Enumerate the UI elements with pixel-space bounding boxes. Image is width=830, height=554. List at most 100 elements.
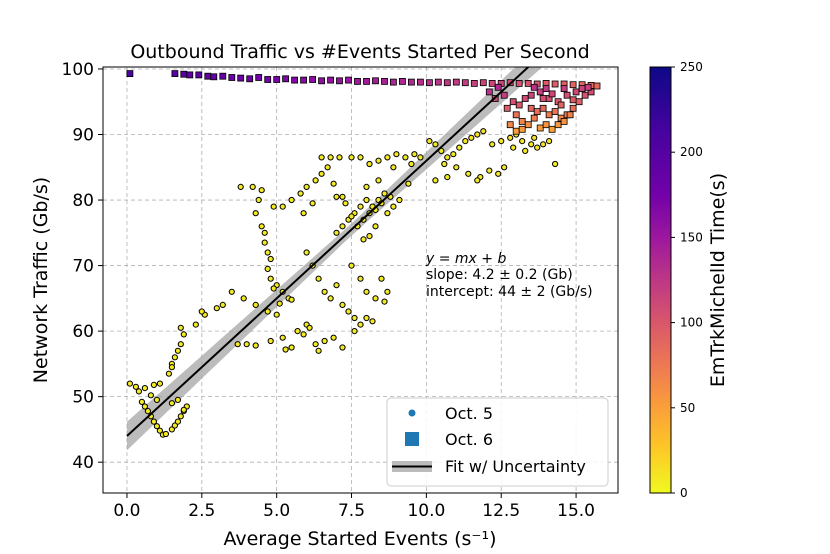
legend-marker-oct-5 — [408, 409, 416, 417]
point-oct-5 — [363, 183, 370, 190]
point-oct-5 — [375, 177, 382, 184]
point-oct-5 — [384, 288, 391, 295]
point-oct-6 — [237, 74, 245, 82]
point-oct-5 — [273, 311, 280, 318]
point-oct-6 — [554, 121, 562, 129]
point-oct-6 — [569, 104, 577, 112]
point-oct-6 — [372, 77, 379, 85]
point-oct-5 — [441, 160, 448, 168]
point-oct-5 — [258, 223, 265, 230]
colorbar-tick-label: 150 — [680, 230, 703, 244]
point-oct-5 — [360, 236, 367, 243]
point-oct-5 — [396, 196, 403, 204]
point-oct-5 — [264, 249, 271, 256]
legend-label-fit: Fit w/ Uncertainty — [445, 457, 586, 476]
point-oct-5 — [219, 301, 226, 308]
point-oct-5 — [300, 210, 307, 217]
point-oct-5 — [339, 223, 346, 230]
point-oct-5 — [498, 138, 505, 145]
colorbar-tick-label: 0 — [680, 486, 688, 500]
point-oct-5 — [309, 200, 316, 207]
legend: Oct. 5 Oct. 6 Fit w/ Uncertainty — [386, 397, 609, 487]
point-oct-5 — [156, 427, 163, 434]
point-oct-5 — [378, 275, 385, 282]
point-oct-6 — [536, 88, 544, 96]
point-oct-5 — [153, 423, 160, 430]
x-tick-label: 15.0 — [557, 501, 595, 521]
point-oct-5 — [177, 341, 184, 348]
point-oct-5 — [534, 144, 541, 151]
point-oct-6 — [291, 76, 299, 84]
point-oct-5 — [312, 177, 319, 184]
point-oct-5 — [531, 134, 538, 141]
point-oct-6 — [264, 76, 272, 83]
point-oct-6 — [186, 71, 194, 79]
point-oct-6 — [569, 96, 577, 104]
point-oct-5 — [501, 164, 508, 171]
colorbar-tick-label: 100 — [680, 316, 703, 330]
point-oct-5 — [450, 151, 457, 158]
x-tick-label: 0.0 — [113, 501, 140, 521]
point-oct-5 — [336, 154, 343, 161]
fit-line — [126, 67, 530, 437]
point-oct-5 — [156, 380, 163, 387]
point-oct-6 — [551, 80, 559, 88]
point-oct-6 — [488, 80, 496, 87]
point-oct-5 — [363, 314, 370, 322]
point-oct-5 — [174, 418, 181, 425]
point-oct-5 — [465, 170, 472, 177]
point-oct-5 — [522, 147, 529, 154]
chart-title: Outbound Traffic vs #Events Started Per … — [130, 41, 589, 63]
point-oct-5 — [342, 200, 349, 207]
point-oct-5 — [318, 170, 325, 177]
point-oct-5 — [135, 388, 142, 395]
point-oct-5 — [261, 229, 268, 236]
point-oct-5 — [132, 383, 139, 390]
point-oct-5 — [264, 308, 271, 315]
x-tick-label: 5.0 — [263, 501, 290, 521]
point-oct-5 — [261, 239, 268, 246]
point-oct-5 — [381, 298, 388, 305]
point-oct-6 — [327, 76, 335, 84]
point-oct-6 — [539, 95, 547, 102]
point-oct-5 — [126, 380, 133, 387]
point-oct-5 — [540, 141, 547, 148]
point-oct-5 — [453, 164, 460, 171]
point-oct-6 — [551, 108, 559, 115]
colorbar-tick-label: 50 — [680, 401, 695, 415]
x-tick-label: 2.5 — [188, 501, 215, 521]
point-oct-5 — [372, 295, 379, 302]
point-oct-6 — [485, 88, 493, 96]
point-oct-5 — [288, 344, 295, 351]
point-oct-5 — [480, 128, 487, 135]
colorbar-tick-label: 200 — [680, 145, 703, 159]
point-oct-5 — [267, 337, 274, 345]
point-oct-5 — [528, 141, 535, 148]
point-oct-5 — [456, 144, 463, 151]
point-oct-6 — [542, 85, 550, 92]
point-oct-6 — [527, 91, 535, 99]
point-oct-5 — [264, 265, 271, 272]
point-oct-5 — [507, 134, 514, 141]
plot-frame — [102, 66, 619, 494]
point-oct-5 — [390, 164, 397, 171]
point-oct-5 — [417, 154, 424, 161]
point-oct-5 — [315, 275, 322, 282]
point-oct-5 — [324, 164, 331, 171]
point-oct-5 — [168, 426, 175, 433]
point-oct-5 — [408, 160, 415, 168]
point-oct-5 — [234, 341, 241, 348]
point-oct-5 — [546, 138, 553, 145]
point-oct-6 — [425, 79, 433, 87]
point-oct-5 — [150, 381, 157, 388]
point-oct-5 — [150, 418, 157, 425]
point-oct-5 — [444, 174, 451, 181]
point-oct-5 — [369, 318, 376, 325]
point-oct-5 — [390, 203, 397, 210]
point-oct-6 — [548, 125, 556, 133]
point-oct-5 — [366, 233, 373, 240]
point-oct-6 — [195, 71, 203, 79]
y-axis-label: Network Traffic (Gb/s) — [30, 177, 52, 383]
y-tick-label: 40 — [72, 453, 94, 473]
point-oct-6 — [228, 74, 236, 81]
